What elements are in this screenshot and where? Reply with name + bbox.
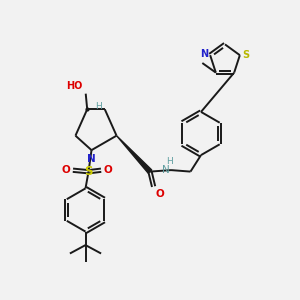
Text: S: S <box>84 165 93 178</box>
Text: H: H <box>96 102 102 111</box>
Text: HO: HO <box>66 81 83 91</box>
Text: H: H <box>166 158 173 166</box>
Text: N: N <box>200 49 208 59</box>
Text: N: N <box>162 165 170 175</box>
Text: O: O <box>103 165 112 175</box>
Polygon shape <box>116 136 152 173</box>
Text: O: O <box>155 189 164 199</box>
Text: N: N <box>87 154 96 164</box>
Text: S: S <box>242 50 249 60</box>
Text: O: O <box>62 165 70 175</box>
